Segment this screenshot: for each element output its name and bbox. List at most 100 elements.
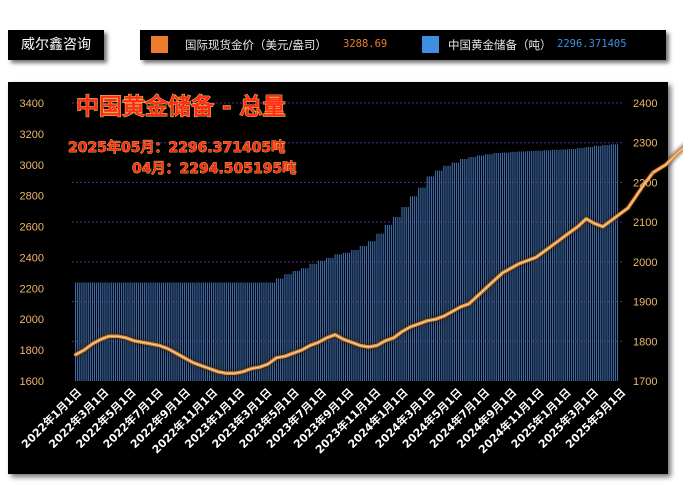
reserve-bar (148, 282, 150, 381)
reserve-bar (93, 282, 96, 381)
reserve-bar (284, 274, 286, 381)
reserve-bar (227, 282, 230, 381)
reserve-bar (190, 282, 192, 381)
reserve-bar (457, 162, 460, 381)
left-axis-tick-label: 2400 (20, 252, 44, 264)
reserve-bar (384, 224, 386, 381)
reserve-bar (614, 144, 617, 381)
reserve-bar (386, 224, 389, 381)
reserve-bar (378, 233, 380, 381)
reserve-bar (300, 268, 303, 381)
reserve-bar (204, 282, 207, 381)
reserve-bar (522, 151, 525, 381)
right-axis-tick-label: 2200 (633, 177, 657, 189)
reserve-bar (529, 151, 531, 381)
reserve-bar (566, 149, 568, 381)
reserve-bar (441, 170, 443, 381)
reserve-bar (401, 207, 403, 381)
reserve-bar (537, 150, 539, 381)
reserve-bar (409, 196, 412, 381)
reserve-bar (179, 282, 181, 381)
reserve-bar (167, 282, 169, 381)
reserve-bar (298, 270, 301, 381)
reserve-bar (470, 157, 472, 381)
reserve-bar (202, 282, 204, 381)
reserve-bar (491, 154, 493, 381)
reserve-bar (219, 282, 221, 381)
right-axis-tick-label: 2100 (633, 217, 657, 229)
reserve-bar (451, 162, 453, 381)
reserve-bar (100, 282, 102, 381)
reserve-bar (215, 282, 217, 381)
reserve-bar (606, 145, 608, 381)
reserve-bar (242, 282, 244, 381)
reserve-bar (349, 252, 351, 381)
reserve-bar (585, 147, 587, 381)
reserve-bar (545, 150, 548, 381)
left-axis-tick-label: 1600 (20, 376, 44, 388)
reserve-bar (382, 233, 384, 381)
reserve-bar (290, 274, 292, 381)
reserve-bar (344, 252, 347, 381)
reserve-bar (177, 282, 179, 381)
reserve-bar (357, 249, 359, 381)
reserve-bar (443, 165, 445, 381)
right-axis-tick-label: 2300 (633, 138, 657, 150)
reserve-bar (424, 187, 426, 381)
reserve-bar (489, 154, 491, 381)
reserve-bar (420, 187, 422, 381)
reserve-bar (133, 282, 135, 381)
reserve-bar (445, 165, 447, 381)
reserve-bar (570, 149, 573, 381)
reserve-bar (164, 282, 167, 381)
reserve-bar (246, 282, 248, 381)
reserve-bar (405, 207, 407, 381)
reserve-bar (110, 282, 112, 381)
reserve-bar (598, 145, 600, 381)
reserve-bar (125, 282, 127, 381)
reserve-bar (146, 282, 148, 381)
reserve-bar (83, 282, 85, 381)
chart-legend: 国际现货金价（美元/盎司） 3288.69 中国黄金储备（吨） 2296.371… (140, 30, 666, 60)
reserve-bar (616, 144, 619, 381)
reserve-bar (238, 282, 240, 381)
chart-title: 中国黄金储备 - 总量 (76, 93, 286, 120)
reserve-bar (273, 282, 276, 381)
reserve-bar (309, 263, 311, 381)
reserve-bar (336, 254, 338, 381)
reserve-bar (313, 263, 315, 381)
reserve-bar (549, 150, 552, 381)
reserve-bar (552, 149, 554, 381)
reserve-bar (541, 150, 543, 381)
reserve-bar (208, 282, 211, 381)
reserve-bar (478, 155, 481, 381)
reserve-bar (169, 282, 171, 381)
reserve-bar (85, 282, 87, 381)
reserve-bar (129, 282, 131, 381)
reserve-bar (288, 274, 290, 381)
reserve-bar (89, 282, 91, 381)
reserve-bar (520, 151, 522, 381)
reserve-bar (292, 270, 294, 381)
reserve-bar (175, 282, 177, 381)
left-axis-tick-label: 2000 (20, 314, 44, 326)
reserve-bar (162, 282, 165, 381)
reserve-bar (196, 282, 198, 381)
reserve-bar (231, 282, 234, 381)
reserve-bar (539, 150, 541, 381)
reserve-bar (236, 282, 238, 381)
reserve-bar (426, 176, 428, 381)
reserve-bar (342, 252, 345, 381)
reserve-bar (363, 245, 366, 381)
reserve-bar (323, 260, 326, 381)
reserve-bar (280, 278, 282, 381)
reserve-bar (121, 282, 123, 381)
reserve-bar (483, 155, 485, 381)
reserve-bar (108, 282, 110, 381)
reserve-bar (211, 282, 213, 381)
reserve-bar (152, 282, 154, 381)
reserve-bar (380, 233, 382, 381)
reserve-bar (187, 282, 190, 381)
reserve-bar (263, 282, 265, 381)
reserve-bar (319, 260, 322, 381)
